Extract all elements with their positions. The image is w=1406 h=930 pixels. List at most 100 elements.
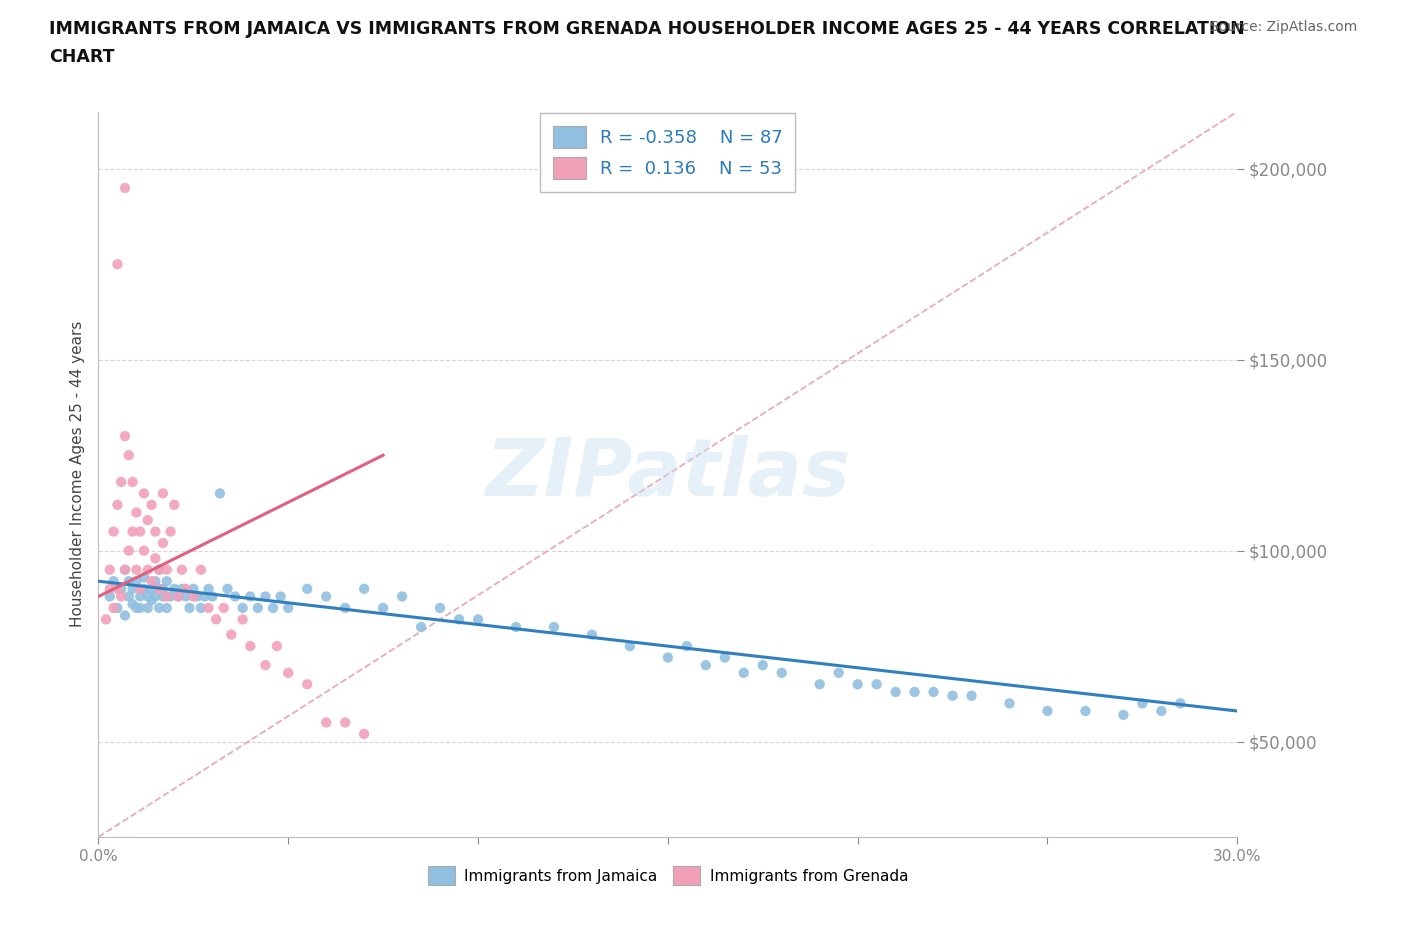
Point: [1170, 696, 1192, 711]
Point: [505, 619, 527, 634]
Point: [98, 563, 121, 578]
Point: [170, 581, 193, 596]
Point: [315, 589, 337, 604]
Point: [136, 589, 159, 604]
Point: [118, 589, 141, 604]
Y-axis label: Householder Income Ages 25 - 44 years: Householder Income Ages 25 - 44 years: [69, 321, 84, 628]
Point: [163, 581, 186, 596]
Point: [808, 677, 831, 692]
Point: [190, 601, 212, 616]
Point: [676, 639, 699, 654]
Point: [212, 601, 235, 616]
Point: [110, 581, 132, 596]
Point: [167, 589, 190, 604]
Point: [391, 589, 413, 604]
Point: [904, 684, 927, 699]
Point: [148, 581, 170, 596]
Point: [846, 677, 869, 692]
Point: [186, 589, 208, 604]
Point: [132, 581, 155, 596]
Point: [170, 563, 193, 578]
Point: [114, 180, 136, 195]
Point: [266, 639, 288, 654]
Point: [136, 512, 159, 527]
Point: [152, 536, 174, 551]
Point: [254, 589, 277, 604]
Point: [217, 581, 239, 596]
Point: [132, 486, 155, 501]
Point: [866, 677, 889, 692]
Point: [246, 601, 269, 616]
Point: [129, 601, 152, 616]
Point: [132, 543, 155, 558]
Point: [543, 619, 565, 634]
Point: [159, 525, 181, 539]
Point: [657, 650, 679, 665]
Point: [1036, 704, 1059, 719]
Point: [107, 498, 129, 512]
Point: [118, 574, 141, 589]
Point: [190, 563, 212, 578]
Point: [148, 563, 170, 578]
Text: IMMIGRANTS FROM JAMAICA VS IMMIGRANTS FROM GRENADA HOUSEHOLDER INCOME AGES 25 - : IMMIGRANTS FROM JAMAICA VS IMMIGRANTS FR…: [49, 20, 1244, 38]
Point: [141, 498, 163, 512]
Point: [429, 601, 451, 616]
Point: [110, 589, 132, 604]
Point: [167, 589, 190, 604]
Point: [121, 525, 143, 539]
Point: [960, 688, 983, 703]
Point: [1112, 708, 1135, 723]
Point: [733, 665, 755, 680]
Point: [884, 684, 907, 699]
Point: [118, 447, 141, 462]
Point: [197, 581, 219, 596]
Point: [277, 665, 299, 680]
Point: [449, 612, 471, 627]
Point: [770, 665, 793, 680]
Legend: Immigrants from Jamaica, Immigrants from Grenada: Immigrants from Jamaica, Immigrants from…: [422, 860, 914, 891]
Point: [205, 612, 228, 627]
Text: Source: ZipAtlas.com: Source: ZipAtlas.com: [1209, 20, 1357, 34]
Point: [619, 639, 641, 654]
Point: [136, 563, 159, 578]
Point: [1150, 704, 1173, 719]
Point: [107, 601, 129, 616]
Point: [145, 551, 167, 565]
Point: [270, 589, 292, 604]
Point: [371, 601, 394, 616]
Point: [129, 525, 152, 539]
Point: [159, 589, 181, 604]
Point: [107, 581, 129, 596]
Point: [156, 589, 179, 604]
Point: [156, 563, 179, 578]
Point: [103, 525, 125, 539]
Point: [277, 601, 299, 616]
Point: [828, 665, 851, 680]
Point: [156, 574, 179, 589]
Point: [156, 601, 179, 616]
Point: [114, 563, 136, 578]
Point: [107, 257, 129, 272]
Point: [152, 486, 174, 501]
Point: [239, 639, 262, 654]
Point: [110, 474, 132, 489]
Point: [197, 601, 219, 616]
Point: [114, 563, 136, 578]
Point: [297, 581, 319, 596]
Point: [136, 601, 159, 616]
Point: [103, 601, 125, 616]
Point: [163, 498, 186, 512]
Point: [125, 563, 148, 578]
Point: [121, 474, 143, 489]
Point: [98, 589, 121, 604]
Point: [239, 589, 262, 604]
Point: [145, 525, 167, 539]
Point: [98, 581, 121, 596]
Point: [174, 581, 197, 596]
Point: [121, 581, 143, 596]
Text: ZIPatlas: ZIPatlas: [485, 435, 851, 513]
Point: [297, 677, 319, 692]
Point: [125, 574, 148, 589]
Point: [148, 563, 170, 578]
Point: [232, 612, 254, 627]
